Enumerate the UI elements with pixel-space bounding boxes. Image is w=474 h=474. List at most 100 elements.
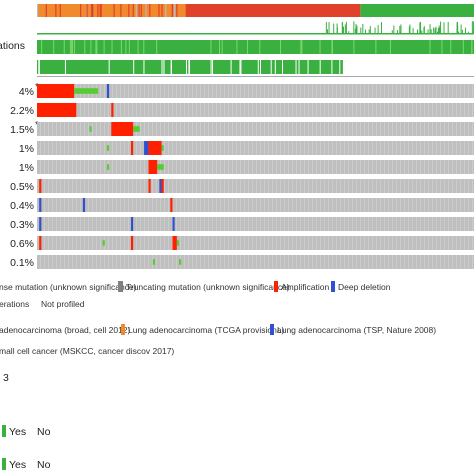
gene-labels: 4%*2.2%1.5%*1%1%0.5%0.4%0.3%0.6%0.1% — [10, 81, 39, 269]
cell-divider — [128, 198, 129, 212]
cell-divider — [440, 141, 441, 155]
mutation-track-tick — [71, 40, 73, 54]
cell-divider — [288, 160, 289, 174]
cell-divider — [168, 122, 169, 136]
cell-divider — [380, 160, 381, 174]
sample-bar — [399, 25, 401, 34]
cell-divider — [364, 84, 365, 98]
cell-divider — [216, 236, 217, 250]
cell-divider — [328, 236, 329, 250]
cell-divider — [360, 141, 361, 155]
cell-divider — [464, 103, 465, 117]
cell-divider — [392, 141, 393, 155]
cell-divider — [360, 103, 361, 117]
cell-divider — [116, 179, 117, 193]
cell-divider — [244, 141, 245, 155]
cell-divider — [208, 236, 209, 250]
cell-divider — [164, 236, 165, 250]
cell-divider — [228, 160, 229, 174]
legend-label-no-alterations: erations — [0, 299, 29, 309]
cell-divider — [92, 103, 93, 117]
cell-divider — [280, 141, 281, 155]
cell-divider — [200, 103, 201, 117]
gene-row-bg — [37, 217, 474, 231]
cell-divider — [180, 179, 181, 193]
cell-divider — [168, 141, 169, 155]
cell-divider — [264, 122, 265, 136]
alteration-amplification — [130, 141, 134, 155]
cell-divider — [404, 217, 405, 231]
cell-divider — [436, 141, 437, 155]
cell-divider — [132, 84, 133, 98]
sample-bar — [364, 29, 366, 34]
sample-bar — [348, 31, 350, 34]
cell-divider — [468, 255, 469, 269]
cell-divider — [264, 179, 265, 193]
cell-divider — [212, 160, 213, 174]
cell-divider — [276, 179, 277, 193]
cell-divider — [396, 255, 397, 269]
cell-divider — [160, 255, 161, 269]
cell-divider — [244, 198, 245, 212]
mutation-track-tick — [210, 40, 212, 54]
cell-divider — [388, 160, 389, 174]
cell-divider — [468, 217, 469, 231]
cell-divider — [80, 122, 81, 136]
gene-percent-label: 1% — [19, 162, 34, 174]
cell-divider — [176, 217, 177, 231]
cell-divider — [432, 198, 433, 212]
legend-label-broad-cell2012: adenocarcinoma (broad, cell 2012) — [0, 325, 131, 335]
sample-bar — [429, 24, 431, 34]
alteration-amplification — [111, 122, 134, 136]
cell-divider — [96, 198, 97, 212]
cell-divider — [216, 255, 217, 269]
cell-divider — [336, 103, 337, 117]
cell-divider — [408, 255, 409, 269]
cell-divider — [328, 198, 329, 212]
cell-divider — [300, 122, 301, 136]
cell-divider — [232, 84, 233, 98]
cell-divider — [288, 236, 289, 250]
cell-divider — [48, 198, 49, 212]
cell-divider — [156, 198, 157, 212]
cell-divider — [100, 217, 101, 231]
cell-divider — [140, 198, 141, 212]
cell-divider — [240, 103, 241, 117]
cell-divider — [256, 160, 257, 174]
cell-divider — [136, 160, 137, 174]
cell-divider — [328, 122, 329, 136]
mutation-track-tick — [128, 40, 130, 54]
cell-divider — [416, 84, 417, 98]
study-sample-mark — [176, 4, 178, 17]
cell-divider — [252, 84, 253, 98]
cell-divider — [148, 122, 149, 136]
cell-divider — [144, 179, 145, 193]
cell-divider — [112, 255, 113, 269]
cell-divider — [96, 179, 97, 193]
study-sample-mark — [165, 4, 167, 17]
study-sample-mark — [79, 4, 82, 17]
sample-bar — [368, 29, 370, 34]
sample-bar — [443, 22, 445, 34]
study-segment-tcga_provisional — [37, 4, 186, 17]
cell-divider — [180, 84, 181, 98]
cell-divider — [428, 236, 429, 250]
sample-bar — [393, 25, 395, 34]
cell-divider — [276, 103, 277, 117]
cell-divider — [308, 236, 309, 250]
cell-divider — [144, 198, 145, 212]
cell-divider — [284, 160, 285, 174]
cell-divider — [200, 160, 201, 174]
cell-divider — [344, 122, 345, 136]
cell-divider — [344, 84, 345, 98]
cell-divider — [276, 84, 277, 98]
cell-divider — [472, 103, 473, 117]
cell-divider — [380, 255, 381, 269]
cell-divider — [288, 103, 289, 117]
cell-divider — [276, 217, 277, 231]
cell-divider — [280, 160, 281, 174]
cell-divider — [240, 141, 241, 155]
cell-divider — [404, 179, 405, 193]
cell-divider — [60, 160, 61, 174]
cell-divider — [424, 160, 425, 174]
